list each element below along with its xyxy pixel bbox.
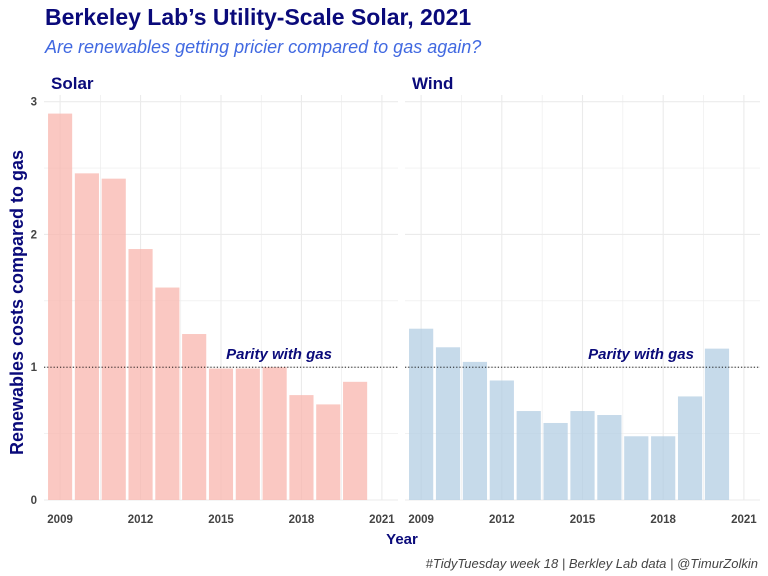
x-tick-label: 2012 [128, 514, 154, 526]
bar-solar [316, 404, 341, 500]
bar-wind [570, 411, 595, 500]
bar-solar [48, 113, 73, 501]
bar-wind [543, 422, 568, 500]
y-tick-label: 2 [31, 229, 37, 241]
bar-solar [343, 381, 368, 500]
bar-solar [128, 249, 153, 500]
bar-wind [677, 396, 703, 500]
x-tick-label: 2015 [208, 514, 234, 526]
panel-title-wind: Wind [412, 74, 453, 93]
x-axis-title: Year [386, 531, 418, 548]
y-tick-label: 1 [31, 362, 38, 374]
x-tick-label: 2018 [289, 514, 315, 526]
bar-wind [489, 380, 514, 500]
bar-solar [262, 367, 287, 500]
bar-wind [462, 361, 488, 500]
parity-label: Parity with gas [588, 346, 694, 363]
x-tick-label: 2021 [731, 514, 757, 526]
x-tick-label: 2009 [408, 514, 434, 526]
bar-wind [516, 411, 541, 500]
x-tick-label: 2009 [47, 514, 73, 526]
bar-solar [74, 173, 99, 500]
chart-subtitle: Are renewables getting pricier compared … [45, 37, 482, 57]
bar-solar [289, 395, 314, 500]
bar-solar [182, 334, 207, 500]
bar-solar [155, 287, 180, 500]
bar-wind [704, 348, 730, 500]
bar-wind [624, 436, 649, 500]
x-tick-label: 2018 [650, 514, 676, 526]
x-tick-label: 2021 [369, 514, 395, 526]
x-tick-label: 2015 [570, 514, 596, 526]
bar-solar [235, 368, 260, 500]
panel-title-solar: Solar [51, 74, 94, 93]
bar-wind [651, 436, 676, 500]
bar-solar [101, 178, 126, 500]
bar-wind [597, 415, 622, 500]
bar-wind [435, 347, 461, 500]
y-axis-title: Renewables costs compared to gas [7, 150, 27, 455]
parity-label: Parity with gas [226, 346, 332, 363]
bar-solar [208, 368, 234, 500]
chart-title: Berkeley Lab’s Utility-Scale Solar, 2021 [45, 4, 472, 30]
bar-wind [409, 328, 434, 500]
y-tick-label: 3 [31, 97, 37, 109]
y-tick-label: 0 [31, 495, 37, 507]
chart-caption: #TidyTuesday week 18 | Berkley Lab data … [425, 556, 758, 571]
x-tick-label: 2012 [489, 514, 515, 526]
